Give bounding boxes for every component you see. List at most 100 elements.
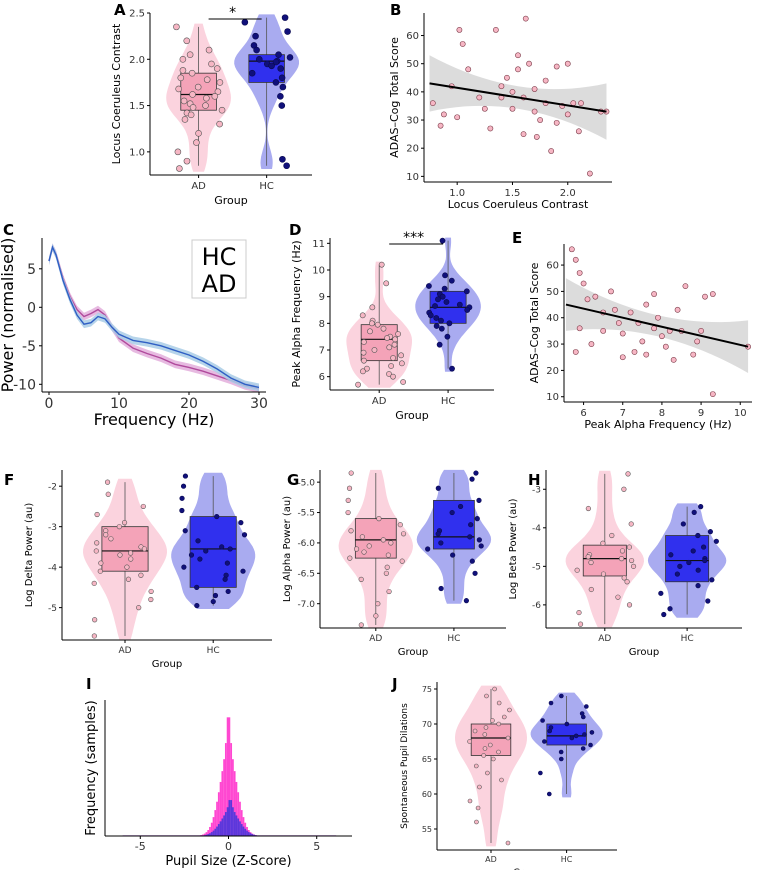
x-axis-title: Peak Alpha Frequency (Hz) — [584, 418, 731, 431]
y-axis-title: Log Beta Power (au) — [508, 498, 519, 599]
data-point — [140, 503, 146, 510]
histogram-bar-hc — [230, 800, 233, 836]
panel-letter-f: F — [4, 471, 14, 489]
data-point — [626, 544, 632, 550]
data-point — [399, 558, 405, 564]
data-point — [659, 333, 665, 340]
data-point — [468, 522, 474, 528]
data-point — [505, 840, 511, 846]
data-point — [355, 381, 361, 388]
y-tick-label: 8 — [319, 319, 325, 330]
panel-letter-i: I — [86, 675, 92, 693]
data-point — [360, 349, 367, 356]
data-point — [674, 306, 681, 313]
y-tick-label: 65 — [422, 755, 432, 764]
data-point — [680, 521, 686, 527]
x-axis-title: Group — [152, 659, 182, 670]
histogram-bar-ad — [239, 801, 241, 836]
data-point — [105, 491, 111, 497]
data-point — [694, 338, 701, 345]
data-point — [224, 560, 230, 566]
data-point — [630, 563, 637, 569]
data-point — [97, 568, 103, 574]
data-point — [474, 516, 480, 522]
data-point — [456, 26, 463, 33]
histogram-bar-hc — [244, 828, 247, 836]
data-point — [585, 554, 591, 560]
data-point — [589, 730, 595, 735]
data-point — [173, 23, 180, 31]
data-point — [376, 516, 382, 522]
x-axis-title: Group — [395, 409, 429, 422]
data-point — [467, 798, 473, 804]
data-point — [433, 323, 440, 329]
x-axis-title: Frequency (Hz) — [94, 410, 215, 429]
data-point — [588, 742, 593, 748]
y-tick-label: -6.5 — [297, 569, 315, 579]
data-point — [436, 341, 443, 348]
histogram-bar-ad — [205, 832, 208, 836]
data-point — [449, 509, 455, 516]
data-point — [397, 522, 403, 528]
y-tick-label: 50 — [546, 287, 559, 298]
histogram-bar-ad — [232, 759, 234, 836]
y-tick-label: -4 — [48, 563, 57, 573]
data-point — [278, 74, 286, 82]
data-point — [573, 733, 579, 739]
data-point — [465, 66, 472, 73]
histogram-bar-hc — [221, 818, 224, 836]
data-point — [661, 611, 667, 618]
y-tick-label: 5 — [27, 262, 36, 278]
regression-line — [565, 303, 749, 348]
y-tick-label: 11 — [312, 239, 325, 250]
y-axis-title: Frequency (samples) — [84, 700, 99, 835]
histogram-bar-hc — [233, 812, 236, 836]
data-point — [279, 155, 286, 163]
histogram-bar-hc — [235, 815, 238, 836]
y-tick-label: 75 — [422, 685, 432, 694]
data-point — [690, 351, 697, 358]
data-point — [383, 570, 389, 576]
x-tick-label: AD — [369, 634, 382, 644]
data-point — [255, 55, 263, 63]
data-point — [374, 321, 381, 328]
data-point — [277, 93, 284, 100]
y-tick-label: 2.0 — [129, 55, 145, 66]
data-point — [371, 347, 378, 353]
data-point — [564, 721, 570, 727]
data-point — [438, 317, 444, 324]
data-point — [499, 777, 504, 783]
data-point — [564, 111, 571, 118]
data-point — [496, 749, 501, 755]
data-point — [612, 306, 618, 313]
data-point — [211, 93, 219, 100]
data-point — [438, 585, 444, 592]
histogram-bar-ad — [224, 743, 227, 836]
x-tick-label: 30 — [250, 396, 268, 412]
data-point — [182, 528, 188, 534]
box-hc — [433, 499, 475, 550]
y-tick-label: 40 — [546, 313, 559, 324]
data-point — [182, 473, 189, 479]
x-tick-label: 2.0 — [560, 188, 576, 199]
x-tick-label: HC — [681, 634, 694, 644]
data-point — [576, 270, 583, 276]
data-point — [183, 157, 191, 165]
data-point — [667, 606, 673, 612]
data-point — [108, 536, 114, 542]
panel-letter-e: E — [512, 229, 522, 247]
panel-d: AD HC 6 7 8 9 10 11 Peak Alpha Frequency (Hz) Gro… — [290, 230, 494, 422]
data-point — [531, 108, 538, 115]
data-point — [441, 111, 447, 118]
x-tick-label: HC — [441, 396, 456, 407]
data-point — [345, 497, 351, 503]
data-point — [625, 471, 631, 477]
y-tick-label: -5 — [22, 339, 36, 355]
data-point — [252, 32, 259, 40]
data-point — [698, 504, 704, 510]
data-point — [537, 117, 544, 123]
data-point — [386, 371, 392, 377]
data-point — [584, 704, 589, 709]
data-point — [443, 299, 450, 305]
data-point — [492, 26, 499, 33]
